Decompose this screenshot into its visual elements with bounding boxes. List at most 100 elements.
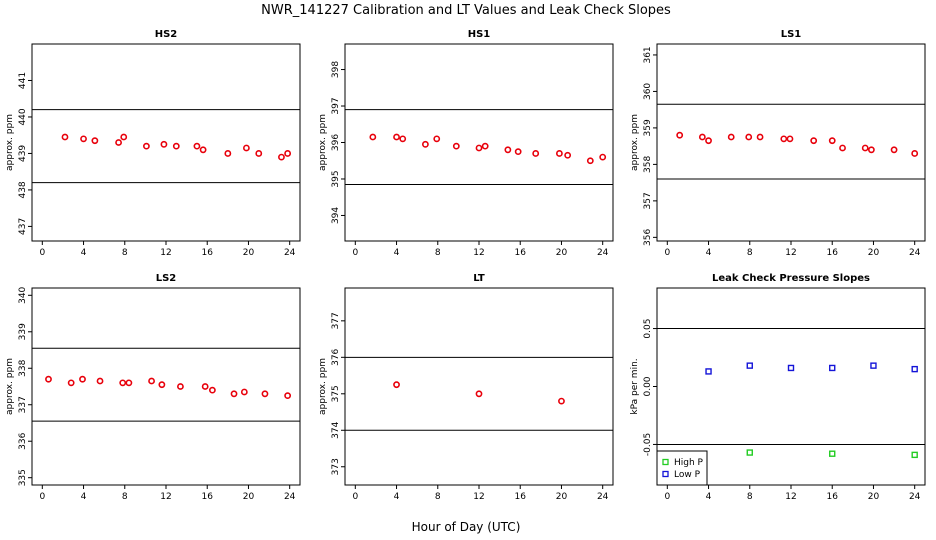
- x-tick-label: 4: [706, 492, 712, 502]
- y-tick-label: 360: [643, 83, 653, 100]
- panel-hs2: HS2 approx. ppm 0 4 8 12 16 20 24 437 438 439 440 441: [5, 29, 301, 258]
- x-tick-label: 0: [39, 248, 45, 258]
- data-point: [224, 150, 232, 157]
- x-tick-label: 4: [81, 492, 87, 502]
- data-point: [829, 450, 836, 457]
- x-tick-label: 12: [785, 248, 796, 258]
- data-point: [201, 383, 209, 390]
- panel-ls2: LS2 approx. ppm 0 4 8 12 16 20 24 335 336 337 338 339…: [5, 273, 301, 502]
- data-point: [558, 397, 565, 405]
- data-point: [393, 381, 400, 389]
- y-tick-label: 437: [18, 218, 28, 235]
- panel-title: HS1: [468, 29, 491, 40]
- data-point: [532, 150, 540, 157]
- x-tick-label: 12: [473, 248, 484, 258]
- y-tick-label: 375: [331, 385, 341, 402]
- data-point: [514, 148, 522, 156]
- data-point: [599, 153, 607, 161]
- data-point: [199, 146, 207, 154]
- data-point: [475, 144, 483, 152]
- y-tick-label: 373: [331, 458, 341, 475]
- x-tick-label: 16: [202, 492, 214, 502]
- x-tick-label: 20: [868, 492, 880, 502]
- data-point: [780, 135, 788, 143]
- legend-marker: [662, 470, 669, 478]
- y-tick-label: 339: [18, 323, 28, 340]
- y-tick-label: 394: [331, 207, 341, 224]
- data-point: [504, 146, 512, 154]
- x-tick-label: 20: [243, 248, 255, 258]
- data-point: [746, 449, 753, 456]
- panel-title: LS1: [781, 29, 802, 40]
- y-axis-label: approx. ppm: [630, 114, 640, 171]
- data-point: [125, 379, 133, 387]
- x-tick-label: 8: [122, 492, 128, 502]
- data-point: [45, 375, 52, 383]
- x-tick-label: 8: [747, 492, 753, 502]
- data-point: [230, 390, 238, 398]
- x-tick-label: 12: [473, 492, 484, 502]
- x-tick-label: 24: [909, 248, 921, 258]
- data-point: [79, 375, 86, 383]
- y-tick-label: 396: [331, 134, 341, 151]
- y-tick-label: 340: [18, 286, 28, 303]
- y-tick-label: 0.00: [643, 376, 653, 396]
- data-point: [787, 364, 795, 372]
- data-point: [890, 146, 898, 154]
- data-point: [67, 379, 75, 387]
- y-axis-label: approx. ppm: [318, 114, 328, 171]
- x-tick-label: 20: [243, 492, 255, 502]
- y-tick-label: 0.05: [643, 319, 653, 339]
- data-point: [829, 364, 836, 372]
- x-tick-label: 4: [394, 248, 400, 258]
- panel-title: HS2: [155, 29, 178, 40]
- y-tick-label: 438: [18, 181, 28, 198]
- x-tick-label: 16: [515, 492, 527, 502]
- x-axis-label: Hour of Day (UTC): [412, 520, 521, 534]
- y-tick-label: 361: [643, 46, 653, 63]
- x-tick-label: 0: [664, 492, 670, 502]
- data-point: [261, 390, 269, 398]
- panel-leak-check: Leak Check Pressure Slopes kPa per min. 0 4…: [630, 273, 926, 502]
- y-tick-label: 359: [643, 119, 653, 136]
- y-axis-label: kPa per min.: [630, 358, 640, 414]
- x-tick-label: 16: [515, 248, 527, 258]
- plot-frame: [344, 287, 614, 486]
- x-tick-label: 12: [160, 248, 171, 258]
- data-point: [91, 137, 99, 145]
- y-tick-label: 338: [18, 359, 28, 376]
- x-tick-label: 4: [394, 492, 400, 502]
- figure-title: NWR_141227 Calibration and LT Values and…: [261, 3, 671, 18]
- x-tick-label: 0: [664, 248, 670, 258]
- legend-label: Low P: [674, 470, 701, 480]
- data-point: [867, 146, 875, 154]
- data-point: [158, 381, 166, 389]
- x-tick-label: 0: [352, 248, 358, 258]
- plot-frame: [344, 43, 614, 242]
- x-tick-label: 24: [597, 248, 609, 258]
- data-point: [422, 140, 429, 148]
- x-tick-label: 0: [39, 492, 45, 502]
- data-point: [208, 386, 216, 394]
- y-tick-label: 397: [331, 97, 341, 114]
- y-tick-label: 439: [18, 145, 28, 162]
- x-tick-label: 16: [827, 248, 839, 258]
- y-tick-label: 376: [331, 348, 341, 365]
- y-tick-label: -0.05: [643, 433, 653, 456]
- x-tick-label: 24: [909, 492, 921, 502]
- data-point: [475, 390, 483, 398]
- data-point: [433, 135, 441, 143]
- x-tick-label: 16: [202, 248, 214, 258]
- y-tick-label: 395: [331, 170, 341, 187]
- data-point: [160, 140, 168, 148]
- x-tick-label: 8: [435, 248, 441, 258]
- data-point: [698, 133, 706, 141]
- y-tick-label: 440: [18, 108, 28, 125]
- data-point: [676, 131, 684, 139]
- data-point: [828, 137, 836, 145]
- data-point: [61, 133, 69, 141]
- data-point: [839, 144, 846, 152]
- x-tick-label: 0: [352, 492, 358, 502]
- data-point: [143, 142, 150, 150]
